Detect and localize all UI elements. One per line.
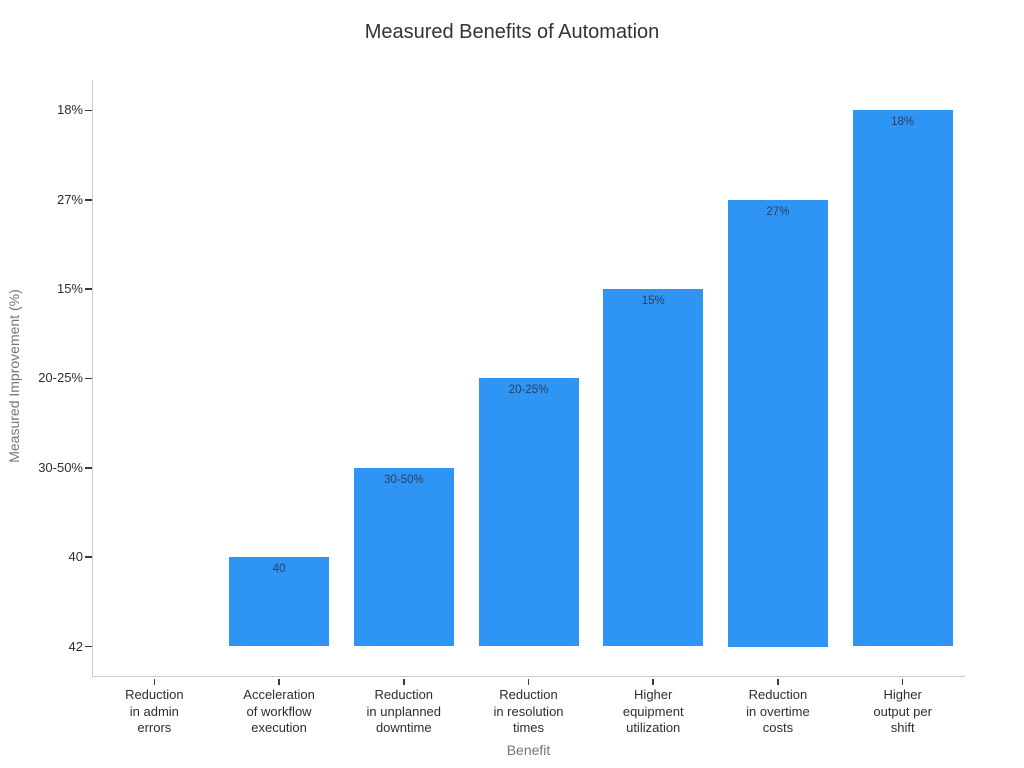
bar-value-label: 30-50% [383,473,424,486]
y-tick-label: 15% [56,281,83,297]
bar [229,557,330,647]
chart-title: Measured Benefits of Automation [364,21,660,43]
x-tick-label: Reduction in overtime costs [746,687,810,735]
y-tick-label: 30-50% [38,459,83,475]
y-tick-mark [85,467,92,469]
x-tick-mark [777,678,779,685]
y-tick-mark [85,199,92,201]
bar-value-label: 15% [641,295,665,308]
y-tick-label: 40 [68,549,83,565]
y-tick-mark [85,109,92,112]
y-tick-label: 42 [68,638,83,654]
y-tick-label: 27% [56,191,83,207]
x-tick-mark [403,678,405,685]
bar [852,110,953,647]
x-tick-label: Reduction in resolution times [493,687,564,735]
bar [603,289,704,647]
y-tick-mark [85,377,92,380]
x-tick-mark [527,678,530,685]
x-tick-label: Reduction in unplanned downtime [366,687,442,735]
bar-value-label: 27% [766,205,790,218]
x-tick-mark [153,678,156,685]
bar-value-label: 18% [891,116,915,129]
y-tick-mark [85,288,92,290]
bar [478,378,579,647]
x-axis-title: Benefit [506,742,551,758]
x-tick-label: Reduction in admin errors [125,687,184,735]
bar [353,467,454,647]
x-tick-label: Higher equipment utilization [622,687,684,735]
bar-value-label: 40 [272,563,286,576]
x-tick-label: Higher output per shift [873,687,932,735]
y-tick-mark [85,556,92,558]
bar-value-label: 20-25% [508,384,549,397]
x-tick-mark [901,678,904,685]
bar [727,199,828,647]
x-tick-mark [652,678,654,685]
x-tick-mark [278,678,280,685]
y-tick-label: 20-25% [38,370,83,386]
y-tick-mark [85,645,92,648]
x-tick-label: Acceleration of workflow execution [243,687,315,735]
y-tick-label: 18% [56,102,83,118]
